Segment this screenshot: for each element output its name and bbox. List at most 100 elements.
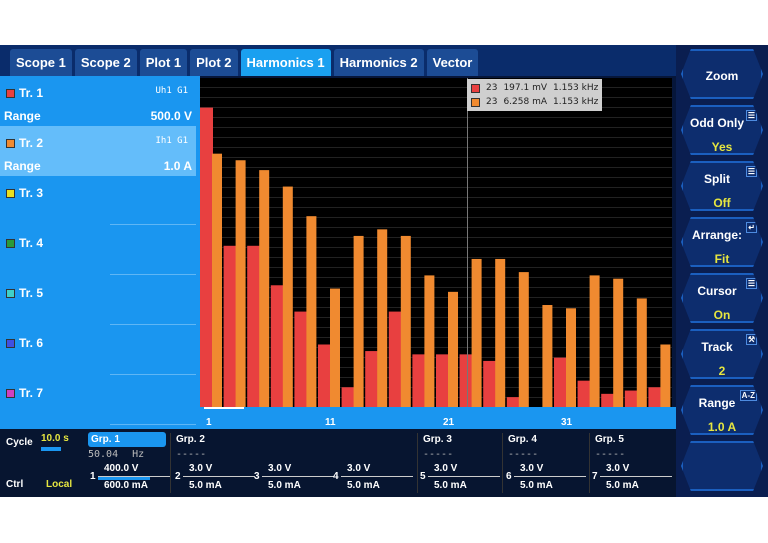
softkey-odd-only[interactable]: Odd Only Yes ☰	[681, 105, 763, 155]
range-label: Range	[4, 109, 41, 123]
group-2[interactable]: Grp. 2 -----	[176, 432, 214, 460]
channel-6[interactable]: 6 3.0 V 5.0 mA	[506, 463, 586, 493]
softkey-value: Yes	[711, 140, 733, 154]
channel-voltage: 3.0 V	[347, 463, 371, 474]
list-icon: ☰	[745, 110, 757, 121]
trace-signal: Ih1 G1	[155, 136, 188, 146]
tab-bar: Scope 1 Scope 2 Plot 1 Plot 2 Harmonics …	[0, 45, 676, 76]
bar-tr2-h23	[471, 258, 482, 407]
channel-5[interactable]: 5 3.0 V 5.0 mA	[420, 463, 500, 493]
ctrl-value[interactable]: Local	[46, 479, 73, 490]
zoom-indicator	[204, 407, 244, 409]
enter-icon: ↵	[746, 222, 757, 233]
channel-voltage: 3.0 V	[268, 463, 292, 474]
trace-item-7[interactable]: Tr. 7	[0, 376, 196, 426]
softkey-arrange[interactable]: Arrange: Fit ↵	[681, 217, 763, 267]
group-1[interactable]: Grp. 1 50.04 Hz	[88, 432, 166, 460]
tab-scope-2[interactable]: Scope 2	[74, 49, 137, 76]
bar-tr2-h1	[212, 153, 222, 407]
softkey-value: 1.0 A	[707, 420, 737, 434]
channel-scale-line	[183, 476, 255, 477]
instrument-screen: Scope 1 Scope 2 Plot 1 Plot 2 Harmonics …	[0, 45, 768, 497]
trace-item-4[interactable]: Tr. 4	[0, 226, 196, 276]
softkey-label: Cursor	[697, 284, 737, 298]
channel-scale-line	[98, 476, 170, 477]
frequency-value: -----	[423, 449, 454, 460]
channel-4[interactable]: 4 3.0 V 5.0 mA	[333, 463, 413, 493]
tab-harmonics-1[interactable]: Harmonics 1	[240, 49, 331, 76]
bar-tr2-h5	[259, 170, 270, 407]
trace-item-3[interactable]: Tr. 3	[0, 176, 196, 226]
divider	[110, 424, 196, 425]
bar-tr1-h3	[223, 245, 237, 407]
cycle-value[interactable]: 10.0 s	[41, 433, 69, 444]
channel-scale-line	[514, 476, 586, 477]
channel-level-bar	[98, 477, 150, 480]
softkey-split[interactable]: Split Off ☰	[681, 161, 763, 211]
ctrl-label: Ctrl	[6, 479, 24, 490]
tab-harmonics-2[interactable]: Harmonics 2	[333, 49, 424, 76]
channel-scale-line	[262, 476, 334, 477]
bar-tr2-h17	[400, 235, 411, 407]
trace-name: Tr. 5	[6, 286, 43, 300]
bar-tr2-h31	[566, 308, 576, 407]
cursor-line[interactable]	[467, 78, 468, 407]
tab-plot-2[interactable]: Plot 2	[190, 49, 238, 76]
tab-vector[interactable]: Vector	[426, 49, 479, 76]
channel-current: 5.0 mA	[606, 480, 639, 491]
channel-number: 5	[420, 471, 426, 482]
bar-tr1-h31	[554, 357, 567, 407]
tools-icon: ⚒	[745, 334, 757, 345]
trace-name: Tr. 3	[6, 186, 43, 200]
channel-scale-line	[600, 476, 672, 477]
bar-tr2-h19	[424, 275, 435, 407]
bar-tr1-h27	[506, 397, 520, 407]
bar-tr1-h37	[624, 390, 638, 407]
softkey-label: Zoom	[705, 69, 739, 83]
trace-color-swatch	[6, 188, 15, 198]
bar-tr1-h33	[577, 380, 591, 407]
channel-scale-line	[341, 476, 413, 477]
trace-name: Tr. 4	[6, 236, 43, 250]
bar-tr2-h37	[636, 298, 647, 407]
group-3[interactable]: Grp. 3 -----	[423, 432, 461, 460]
frequency-value: 50.04	[88, 449, 119, 460]
tab-scope-1[interactable]: Scope 1	[10, 49, 72, 76]
trace-2-swatch	[471, 97, 480, 107]
frequency-unit: Hz	[132, 449, 145, 460]
softkey-range[interactable]: Range 1.0 A A-Z	[681, 385, 763, 435]
bar-tr1-h9	[294, 311, 308, 407]
cycle-bar	[41, 447, 61, 451]
softkey-empty[interactable]	[681, 441, 763, 491]
trace-label: Tr. 3	[19, 186, 44, 200]
list-icon: ☰	[745, 278, 757, 289]
channel-2[interactable]: 2 3.0 V 5.0 mA	[175, 463, 255, 493]
bar-chart	[200, 107, 671, 408]
channel-3[interactable]: 3 3.0 V 5.0 mA	[254, 463, 334, 493]
bar-tr2-h9	[306, 216, 317, 407]
bar-tr2-h21	[448, 291, 458, 407]
trace-item-6[interactable]: Tr. 6	[0, 326, 196, 376]
tab-plot-1[interactable]: Plot 1	[139, 49, 188, 76]
group-4[interactable]: Grp. 4 -----	[508, 432, 546, 460]
channel-1[interactable]: 1 400.0 V 600.0 mA	[90, 463, 170, 493]
x-tick-label: 1	[206, 417, 212, 428]
harmonics-plot[interactable]	[200, 78, 672, 408]
channel-7[interactable]: 7 3.0 V 5.0 mA	[592, 463, 672, 493]
trace-item-2[interactable]: Tr. 2 Ih1 G1 Range 1.0 A	[0, 126, 196, 176]
softkey-cursor[interactable]: Cursor On ☰	[681, 273, 763, 323]
group-name: Grp. 3	[423, 434, 452, 445]
trace-item-5[interactable]: Tr. 5	[0, 276, 196, 326]
channel-current: 5.0 mA	[520, 480, 553, 491]
trace-color-swatch	[6, 338, 15, 348]
softkey-label: Range	[698, 396, 736, 410]
trace-item-1[interactable]: Tr. 1 Uh1 G1 Range 500.0 V	[0, 76, 196, 126]
bar-tr2-h11	[330, 288, 340, 407]
range-label: Range	[4, 159, 41, 173]
channel-voltage: 3.0 V	[520, 463, 544, 474]
list-icon: ☰	[745, 166, 757, 177]
group-5[interactable]: Grp. 5 -----	[595, 432, 633, 460]
softkey-label: Odd Only	[690, 116, 744, 130]
softkey-track[interactable]: Track 2 ⚒	[681, 329, 763, 379]
softkey-zoom[interactable]: Zoom	[681, 49, 763, 99]
